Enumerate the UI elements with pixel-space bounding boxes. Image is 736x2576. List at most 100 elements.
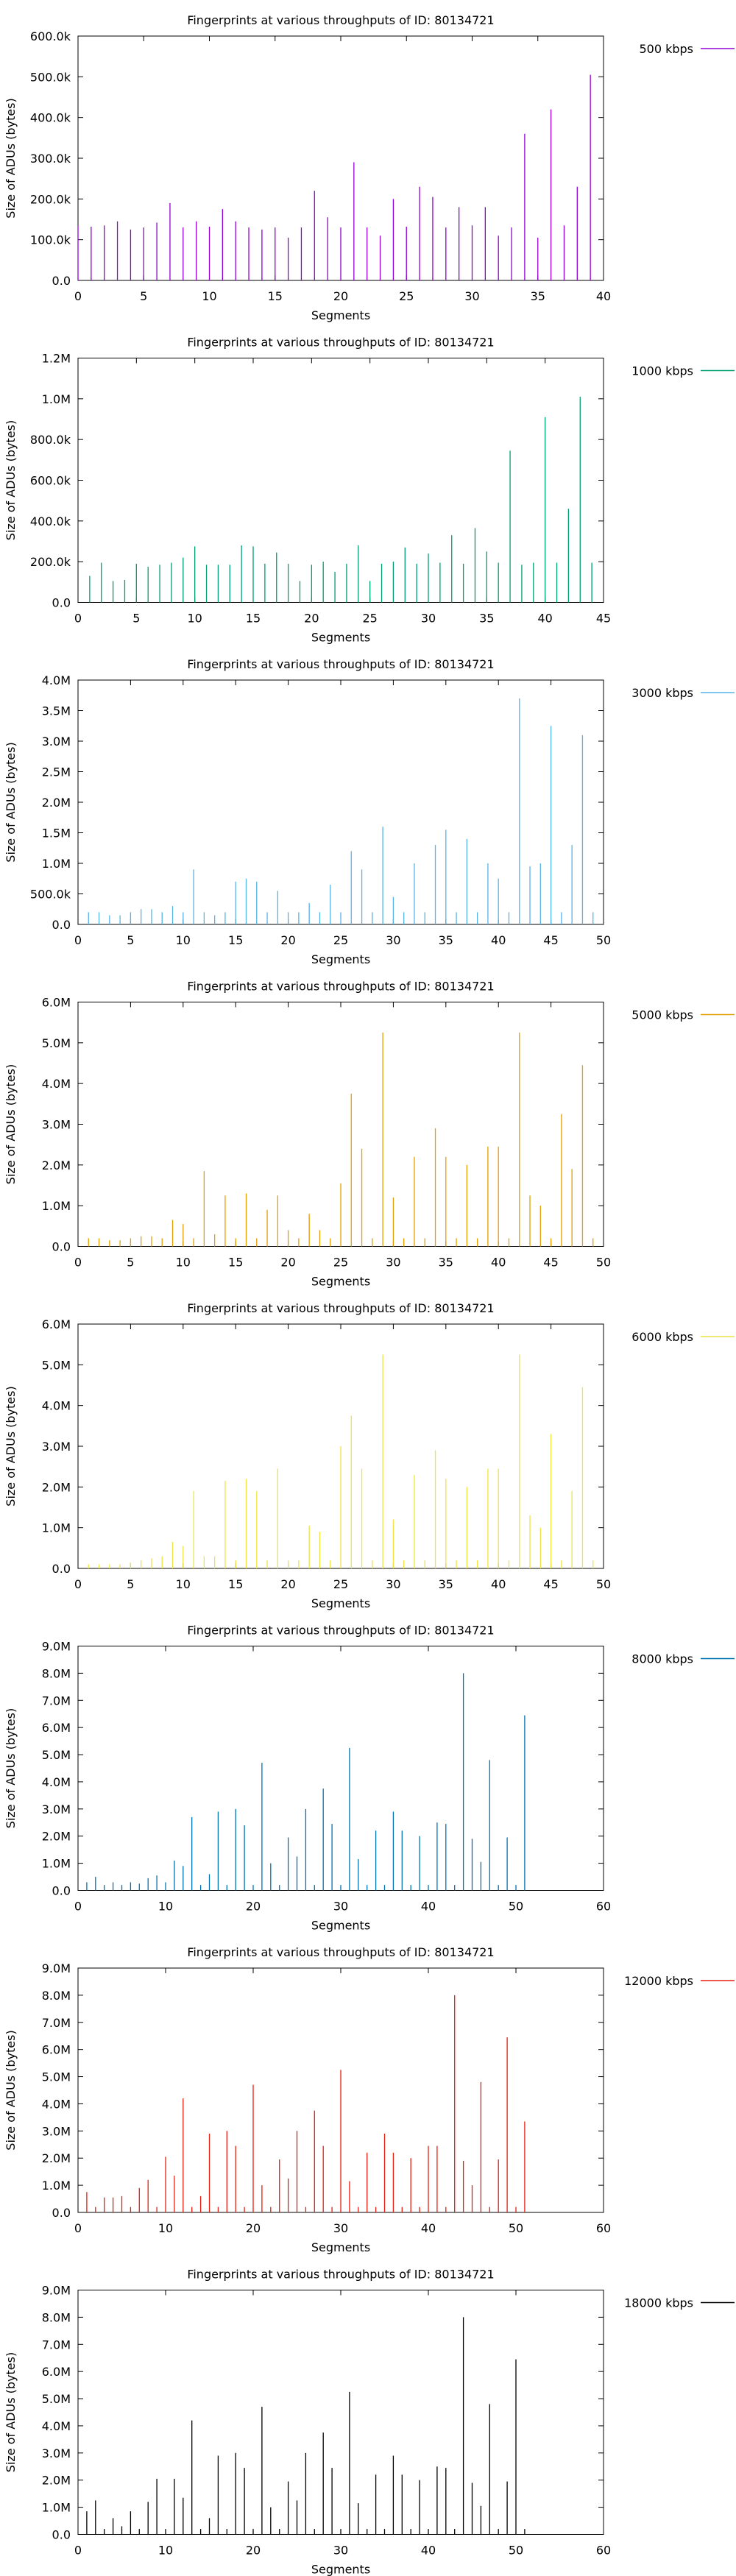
y-tick-label: 4.0M: [42, 1399, 71, 1413]
chart-panel-2: Fingerprints at various throughputs of I…: [4, 336, 735, 645]
legend-label: 18000 kbps: [624, 2296, 693, 2310]
y-tick-label: 5.0M: [42, 2392, 71, 2406]
x-tick-label: 20: [304, 612, 319, 626]
y-tick-label: 1.0M: [42, 392, 71, 406]
y-tick-label: 0.0: [52, 2528, 71, 2542]
x-tick-label: 50: [596, 1577, 611, 1591]
x-axis-label: Segments: [311, 631, 370, 645]
x-tick-label: 0: [74, 2544, 82, 2558]
y-tick-label: 1.0M: [42, 857, 71, 871]
x-tick-label: 35: [439, 933, 453, 947]
x-tick-label: 25: [333, 1577, 348, 1591]
x-tick-label: 50: [596, 933, 611, 947]
y-tick-label: 5.0M: [42, 1036, 71, 1050]
x-tick-label: 0: [74, 1577, 82, 1591]
y-tick-label: 800.0k: [30, 433, 71, 447]
x-tick-label: 20: [280, 1256, 295, 1270]
y-tick-label: 3.5M: [42, 704, 71, 718]
legend-label: 8000 kbps: [631, 1652, 693, 1666]
y-tick-label: 2.0M: [42, 2474, 71, 2488]
y-tick-label: 6.0M: [42, 996, 71, 1010]
chart-title: Fingerprints at various throughputs of I…: [187, 13, 494, 27]
legend-label: 1000 kbps: [631, 364, 693, 378]
y-tick-label: 300.0k: [30, 152, 71, 166]
x-axis-label: Segments: [311, 2240, 370, 2254]
y-axis-label: Size of ADUs (bytes): [4, 98, 18, 218]
x-tick-label: 60: [596, 2544, 611, 2558]
chart-panel-6: Fingerprints at various throughputs of I…: [4, 1624, 735, 1933]
y-tick-label: 3.0M: [42, 2124, 71, 2138]
x-axis-label: Segments: [311, 308, 370, 322]
y-tick-label: 3.0M: [42, 1440, 71, 1454]
x-tick-label: 45: [596, 612, 611, 626]
y-axis-label: Size of ADUs (bytes): [4, 2030, 18, 2150]
x-tick-label: 20: [280, 1577, 295, 1591]
y-tick-label: 0.0: [52, 2206, 71, 2220]
x-tick-label: 15: [246, 612, 261, 626]
plot-frame: [77, 679, 604, 925]
x-tick-label: 10: [158, 1900, 173, 1914]
x-axis-label: Segments: [311, 952, 370, 966]
y-tick-label: 0.0: [52, 596, 71, 610]
x-tick-label: 25: [399, 289, 414, 303]
y-tick-label: 5.0M: [42, 1358, 71, 1372]
x-tick-label: 25: [333, 933, 348, 947]
x-tick-label: 30: [333, 2221, 348, 2235]
y-axis-label: Size of ADUs (bytes): [4, 2352, 18, 2472]
x-tick-label: 10: [158, 2221, 173, 2235]
x-axis-label: Segments: [311, 1596, 370, 1610]
x-tick-label: 5: [132, 612, 140, 626]
x-tick-label: 40: [491, 1577, 506, 1591]
chart-panel-5: Fingerprints at various throughputs of I…: [4, 1301, 735, 1610]
y-tick-label: 6.0M: [42, 1721, 71, 1735]
x-tick-label: 20: [246, 1900, 261, 1914]
y-tick-label: 0.0: [52, 918, 71, 932]
y-tick-label: 1.0M: [42, 2179, 71, 2193]
y-tick-label: 200.0k: [30, 192, 71, 206]
x-tick-label: 15: [228, 1256, 243, 1270]
x-tick-label: 60: [596, 1900, 611, 1914]
x-tick-label: 5: [127, 1577, 134, 1591]
y-tick-label: 600.0k: [30, 29, 71, 43]
x-tick-label: 20: [333, 289, 348, 303]
x-tick-label: 30: [333, 1900, 348, 1914]
x-tick-label: 10: [176, 1577, 191, 1591]
x-tick-label: 0: [74, 2221, 82, 2235]
x-tick-label: 30: [421, 612, 436, 626]
y-tick-label: 2.0M: [42, 796, 71, 810]
x-tick-label: 10: [187, 612, 202, 626]
legend-label: 12000 kbps: [624, 1974, 693, 1988]
y-tick-label: 100.0k: [30, 233, 71, 247]
x-tick-label: 0: [74, 1256, 82, 1270]
y-tick-label: 6.0M: [42, 2043, 71, 2057]
legend-label: 3000 kbps: [631, 686, 693, 700]
chart-title: Fingerprints at various throughputs of I…: [187, 657, 494, 671]
y-tick-label: 7.0M: [42, 2338, 71, 2352]
y-tick-label: 7.0M: [42, 1694, 71, 1708]
y-tick-label: 5.0M: [42, 1748, 71, 1762]
x-tick-label: 20: [246, 2221, 261, 2235]
y-tick-label: 0.0: [52, 1562, 71, 1576]
x-tick-label: 5: [140, 289, 147, 303]
y-tick-label: 0.0: [52, 274, 71, 288]
x-tick-label: 50: [509, 1900, 523, 1914]
x-tick-label: 40: [421, 2544, 436, 2558]
x-tick-label: 15: [228, 1577, 243, 1591]
x-axis-label: Segments: [311, 2563, 370, 2576]
y-axis-label: Size of ADUs (bytes): [4, 420, 18, 540]
x-tick-label: 30: [464, 289, 479, 303]
x-tick-label: 60: [596, 2221, 611, 2235]
x-tick-label: 0: [74, 289, 82, 303]
y-tick-label: 600.0k: [30, 474, 71, 488]
x-tick-label: 45: [543, 933, 558, 947]
y-tick-label: 4.0M: [42, 2419, 71, 2433]
chart-panel-3: Fingerprints at various throughputs of I…: [4, 657, 735, 966]
x-tick-label: 5: [127, 933, 134, 947]
x-tick-label: 45: [543, 1577, 558, 1591]
x-tick-label: 0: [74, 933, 82, 947]
x-tick-label: 25: [362, 612, 377, 626]
y-tick-label: 8.0M: [42, 1989, 71, 2003]
y-tick-label: 1.0M: [42, 2501, 71, 2515]
x-tick-label: 10: [176, 933, 191, 947]
